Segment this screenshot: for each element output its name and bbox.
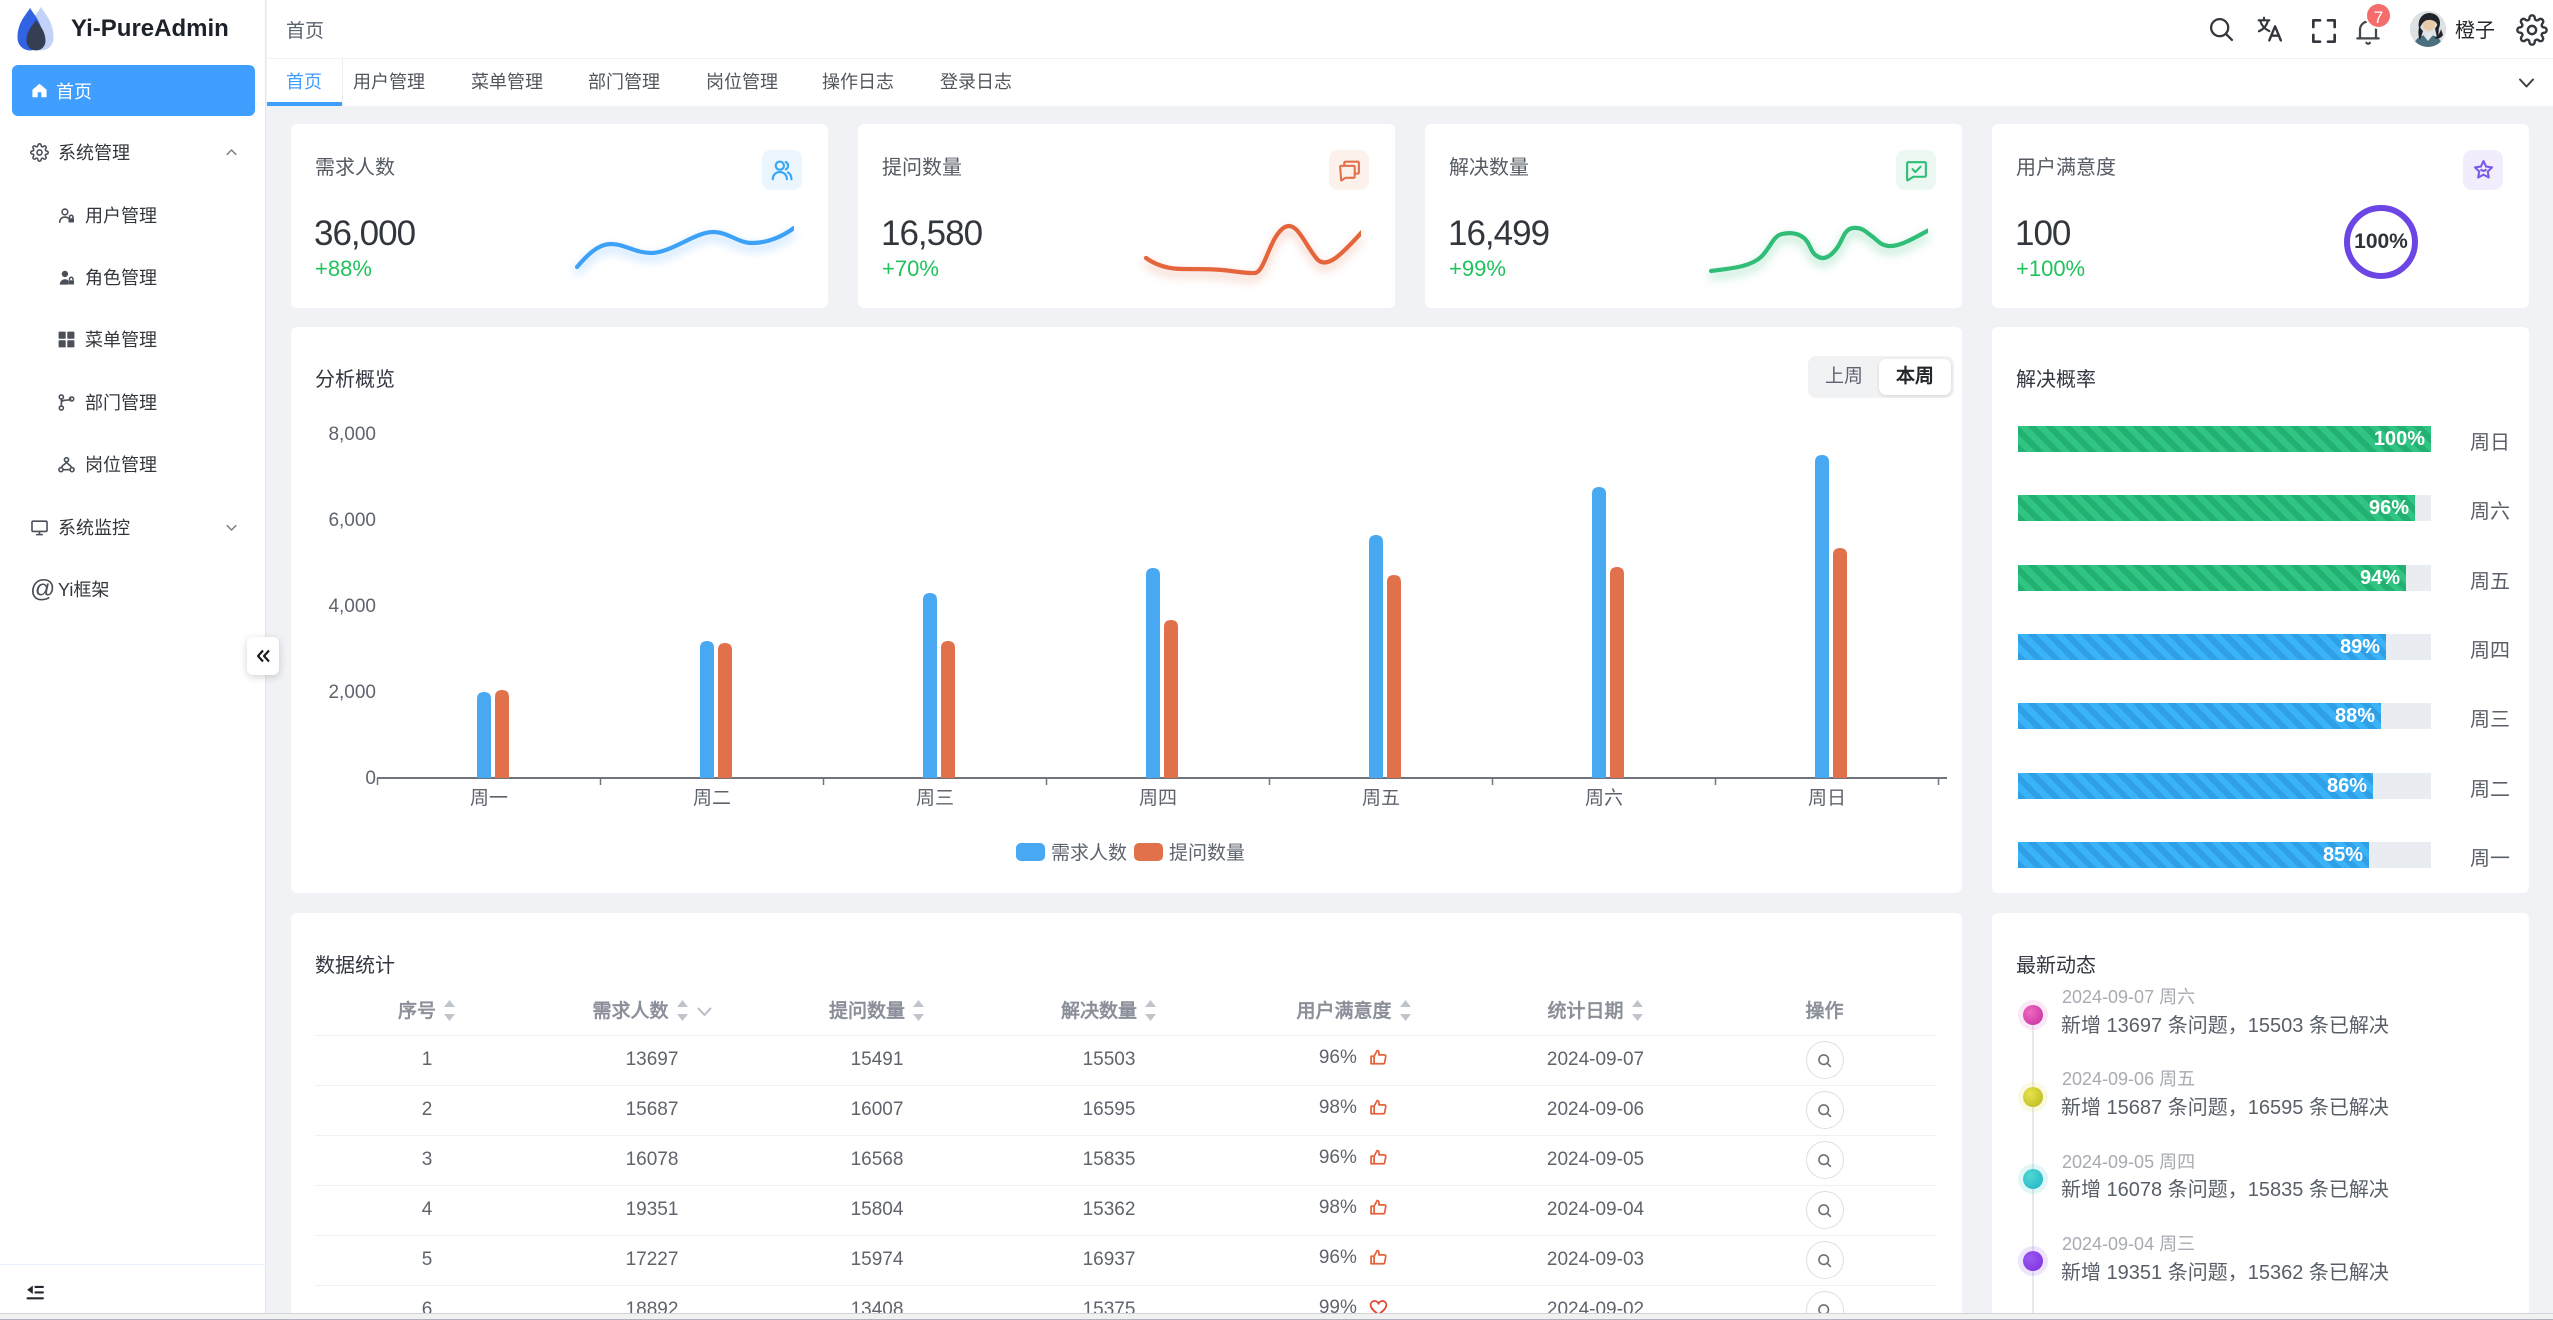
svg-text:4,000: 4,000	[328, 596, 376, 617]
svg-text:周日: 周日	[1808, 788, 1846, 809]
svg-text:提问数量: 提问数量	[1169, 842, 1245, 864]
svg-text:2,000: 2,000	[328, 682, 376, 703]
svg-text:0: 0	[365, 768, 376, 789]
svg-text:8,000: 8,000	[328, 424, 376, 445]
svg-text:周六: 周六	[1585, 787, 1623, 809]
svg-text:周四: 周四	[1139, 788, 1177, 809]
svg-text:周二: 周二	[693, 788, 731, 809]
svg-text:周三: 周三	[916, 788, 954, 809]
svg-text:需求人数: 需求人数	[1051, 842, 1127, 864]
svg-text:6,000: 6,000	[328, 510, 376, 531]
svg-text:周五: 周五	[1362, 788, 1400, 809]
svg-text:周一: 周一	[470, 788, 508, 809]
